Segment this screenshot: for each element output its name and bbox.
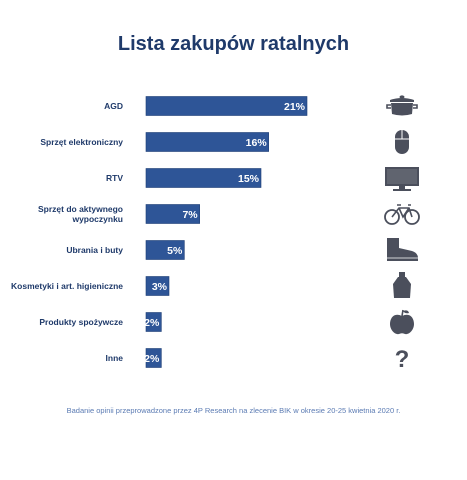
category-label: Inne xyxy=(106,353,124,363)
category-label: Sprzęt elektroniczny xyxy=(40,137,123,147)
category-label: Produkty spożywcze xyxy=(39,317,123,327)
bar xyxy=(145,312,162,332)
bar xyxy=(145,276,170,296)
bar-row: AGD 21% xyxy=(104,95,418,116)
source-note: Badanie opinii przeprowadzone przez 4P R… xyxy=(66,406,401,415)
category-label: Sprzęt do aktywnego wypoczynku xyxy=(38,204,123,224)
bar xyxy=(145,168,262,188)
category-label: Kosmetyki i art. higieniczne xyxy=(11,281,123,291)
bar-chart: AGD 21% Sprzęt elektroniczny 16% RTV 15% Sprzę… xyxy=(11,95,420,373)
computer-mouse-icon xyxy=(395,130,409,154)
value-label: 16% xyxy=(246,137,268,149)
bar-row: RTV 15% xyxy=(106,167,419,191)
value-label: 7% xyxy=(182,209,198,221)
bar-row: Inne 2%? xyxy=(106,346,410,373)
bicycle-icon xyxy=(384,204,420,225)
bar xyxy=(145,204,200,224)
bar-row: Ubrania i buty 5% xyxy=(66,238,418,261)
value-label: 5% xyxy=(167,245,183,257)
bar-row: Sprzęt do aktywnego wypoczynku 7% xyxy=(38,204,420,225)
value-label: 21% xyxy=(284,101,306,113)
category-label: RTV xyxy=(106,173,123,183)
bar xyxy=(145,96,308,116)
category-label: AGD xyxy=(104,101,123,111)
apple-icon xyxy=(390,309,414,335)
value-label: 2% xyxy=(144,353,160,365)
perfume-bottle-icon xyxy=(393,272,411,298)
svg-text:?: ? xyxy=(395,346,410,373)
bar xyxy=(145,240,185,260)
value-label: 3% xyxy=(152,281,168,293)
value-label: 15% xyxy=(238,173,260,185)
chart-title: Lista zakupów ratalnych xyxy=(117,33,350,55)
category-label: Ubrania i buty xyxy=(66,245,123,255)
bar-row: Kosmetyki i art. higieniczne 3% xyxy=(11,272,411,298)
bar-row: Sprzęt elektroniczny 16% xyxy=(40,130,409,154)
tv-icon xyxy=(385,167,419,191)
bar-row: Produkty spożywcze 2% xyxy=(39,309,414,335)
value-label: 2% xyxy=(144,317,160,329)
question-mark-icon: ? xyxy=(395,346,410,373)
boot-icon xyxy=(387,238,418,261)
bar xyxy=(145,132,269,152)
bar xyxy=(145,348,162,368)
pot-icon xyxy=(386,95,418,116)
